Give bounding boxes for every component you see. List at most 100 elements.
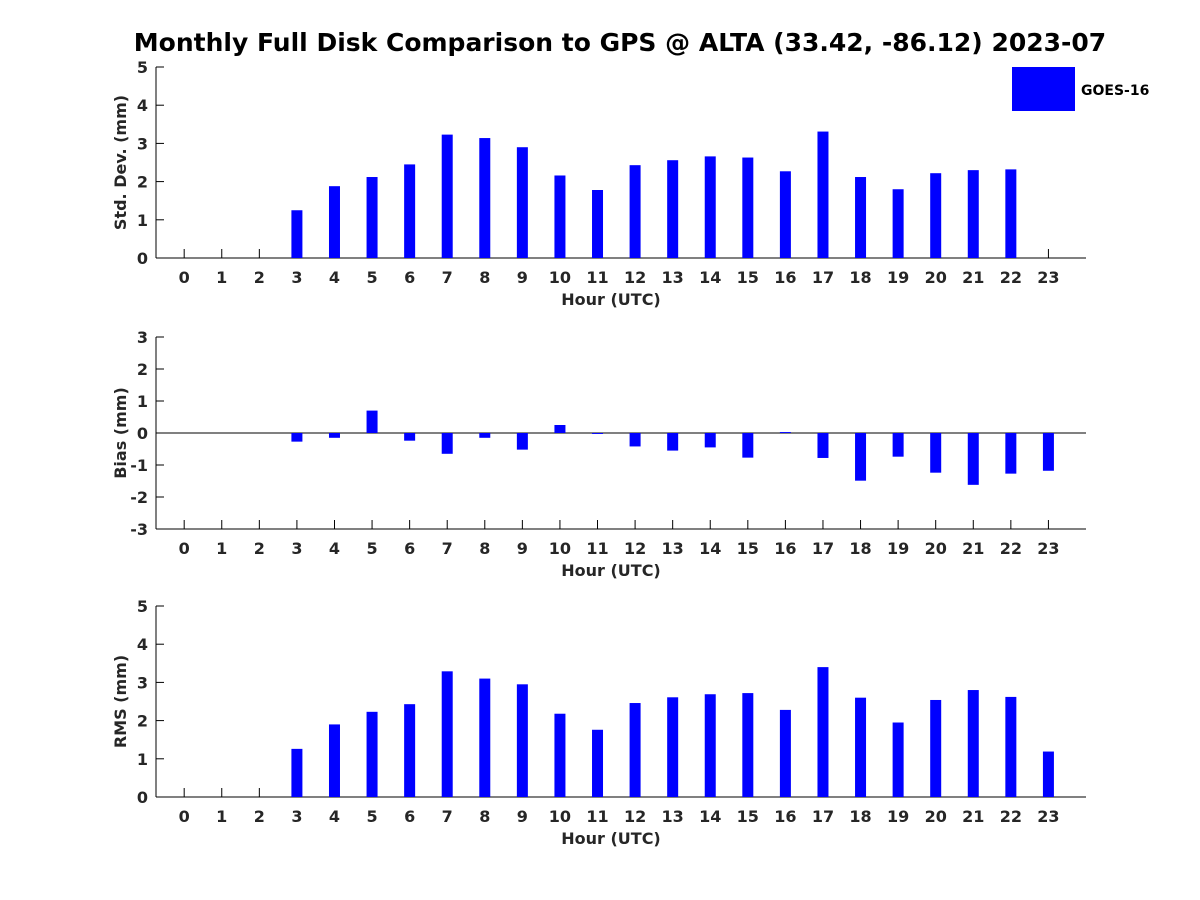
x-tick-label: 11 [586, 807, 608, 826]
bar-4 [328, 433, 340, 438]
x-tick-label: 5 [366, 807, 377, 826]
x-tick-label: 19 [887, 807, 909, 826]
x-tick-label: 15 [737, 268, 759, 287]
x-tick-label: 14 [699, 539, 721, 558]
y-tick-label: -1 [130, 456, 148, 475]
x-tick-label: 8 [479, 268, 490, 287]
x-tick-label: 18 [849, 807, 871, 826]
y-tick-label: 2 [137, 712, 148, 731]
y-tick-label: 3 [137, 673, 148, 692]
bar-18 [855, 433, 867, 481]
bar-5 [366, 410, 378, 433]
x-tick-label: 4 [329, 807, 340, 826]
x-tick-label: 20 [925, 807, 947, 826]
y-tick-label: -3 [130, 520, 148, 539]
x-tick-label: 12 [624, 268, 646, 287]
bar-10 [554, 713, 566, 797]
x-tick-label: 16 [774, 268, 796, 287]
bar-3 [291, 210, 303, 258]
x-tick-label: 11 [586, 539, 608, 558]
bar-13 [667, 160, 679, 258]
bar-15 [742, 433, 754, 458]
x-tick-label: 18 [849, 539, 871, 558]
bar-16 [779, 171, 791, 258]
bar-6 [404, 433, 416, 441]
y-tick-label: 3 [137, 328, 148, 347]
x-tick-label: 1 [216, 539, 227, 558]
bar-12 [629, 703, 641, 797]
bar-20 [930, 173, 942, 258]
y-tick-label: 5 [137, 597, 148, 616]
x-tick-label: 2 [254, 268, 265, 287]
x-tick-label: 7 [442, 268, 453, 287]
bar-8 [479, 678, 491, 797]
x-tick-label: 1 [216, 268, 227, 287]
bar-14 [704, 433, 716, 448]
y-axis-label: Std. Dev. (mm) [111, 95, 130, 230]
y-axis-label: Bias (mm) [111, 387, 130, 479]
x-tick-label: 4 [329, 268, 340, 287]
x-tick-label: 15 [737, 807, 759, 826]
bar-17 [817, 131, 829, 258]
y-tick-label: 5 [137, 58, 148, 77]
x-tick-label: 8 [479, 539, 490, 558]
x-tick-label: 14 [699, 807, 721, 826]
x-tick-label: 17 [812, 539, 834, 558]
y-tick-label: 1 [137, 211, 148, 230]
bar-20 [930, 433, 942, 473]
x-tick-label: 18 [849, 268, 871, 287]
legend-swatch [1012, 67, 1075, 111]
bar-6 [404, 164, 416, 258]
x-tick-label: 2 [254, 539, 265, 558]
bar-12 [629, 433, 641, 447]
x-tick-label: 23 [1037, 268, 1059, 287]
bar-17 [817, 667, 829, 797]
bar-21 [967, 690, 979, 797]
x-tick-label: 22 [1000, 268, 1022, 287]
bar-7 [441, 671, 453, 797]
x-tick-label: 9 [517, 268, 528, 287]
x-tick-label: 11 [586, 268, 608, 287]
x-tick-label: 19 [887, 539, 909, 558]
bar-14 [704, 694, 716, 797]
y-tick-label: 1 [137, 392, 148, 411]
x-tick-label: 5 [366, 539, 377, 558]
bar-13 [667, 697, 679, 797]
x-tick-label: 0 [179, 268, 190, 287]
x-tick-label: 2 [254, 807, 265, 826]
y-tick-label: 4 [137, 96, 148, 115]
bar-22 [1005, 169, 1017, 258]
bar-11 [592, 729, 604, 797]
x-tick-label: 8 [479, 807, 490, 826]
bar-9 [516, 433, 528, 450]
bar-19 [892, 722, 904, 797]
x-tick-label: 9 [517, 539, 528, 558]
x-tick-label: 6 [404, 539, 415, 558]
bar-16 [779, 709, 791, 797]
x-axis-label: Hour (UTC) [561, 829, 661, 848]
y-tick-label: -2 [130, 488, 148, 507]
x-tick-label: 3 [291, 268, 302, 287]
bar-8 [479, 138, 491, 258]
bar-21 [967, 170, 979, 258]
x-tick-label: 21 [962, 268, 984, 287]
y-tick-label: 1 [137, 750, 148, 769]
bar-10 [554, 425, 566, 433]
x-tick-label: 20 [925, 268, 947, 287]
y-tick-label: 2 [137, 173, 148, 192]
bar-5 [366, 177, 378, 258]
x-tick-label: 15 [737, 539, 759, 558]
x-tick-label: 16 [774, 807, 796, 826]
x-tick-label: 0 [179, 539, 190, 558]
bar-13 [667, 433, 679, 451]
x-tick-label: 12 [624, 539, 646, 558]
x-tick-label: 16 [774, 539, 796, 558]
x-tick-label: 13 [662, 539, 684, 558]
x-tick-label: 23 [1037, 539, 1059, 558]
y-tick-label: 0 [137, 788, 148, 807]
x-tick-label: 7 [442, 539, 453, 558]
legend-label: GOES-16 [1081, 83, 1149, 99]
bar-23 [1042, 433, 1054, 471]
x-tick-label: 7 [442, 807, 453, 826]
